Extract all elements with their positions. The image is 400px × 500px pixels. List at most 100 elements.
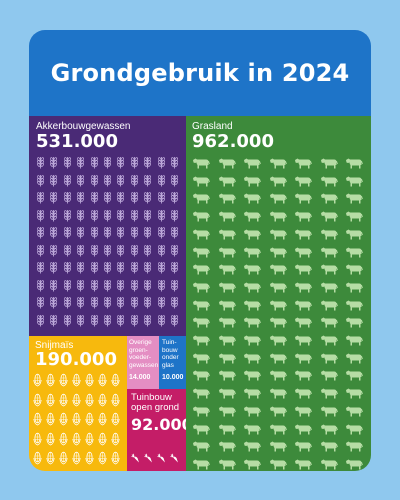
wheat-icon xyxy=(90,296,99,314)
carrot-icon xyxy=(131,451,141,469)
corn-icon xyxy=(33,373,42,392)
wheat-icon xyxy=(116,261,125,279)
cow-icon xyxy=(294,227,312,245)
cow-icon xyxy=(243,333,261,351)
wheat-icon xyxy=(90,209,99,227)
cow-icon xyxy=(320,386,338,404)
wheat-icon xyxy=(36,296,45,314)
cow-icon xyxy=(243,422,261,440)
wheat-icon xyxy=(103,244,112,262)
corn-icon xyxy=(85,451,94,470)
carrot-icon xyxy=(170,451,180,469)
cow-icon xyxy=(218,191,236,209)
wheat-icon xyxy=(76,296,85,314)
cow-icon xyxy=(243,439,261,457)
cow-icon xyxy=(269,386,287,404)
wheat-icon xyxy=(130,279,139,297)
cow-icon xyxy=(218,386,236,404)
cow-icon xyxy=(192,315,210,333)
wheat-icon xyxy=(143,209,152,227)
wheat-icon xyxy=(170,174,179,192)
wheat-icon xyxy=(63,261,72,279)
cow-icon xyxy=(243,351,261,369)
cow-icon xyxy=(294,315,312,333)
cow-icon xyxy=(243,262,261,280)
cow-icon xyxy=(243,209,261,227)
wheat-icon xyxy=(130,244,139,262)
cow-icon xyxy=(320,422,338,440)
cow-icon xyxy=(294,386,312,404)
carrot-icon xyxy=(144,451,154,469)
cow-icon xyxy=(243,191,261,209)
wheat-icon xyxy=(143,314,152,332)
cow-icon xyxy=(243,174,261,192)
cow-icon xyxy=(269,457,287,471)
cow-icon xyxy=(345,298,363,316)
wheat-icon xyxy=(103,209,112,227)
wheat-icon xyxy=(170,156,179,174)
wheat-icon xyxy=(143,191,152,209)
cow-icon xyxy=(294,457,312,471)
wheat-icon xyxy=(36,279,45,297)
cow-icon xyxy=(294,333,312,351)
wheat-icon xyxy=(116,191,125,209)
wheat-icon xyxy=(170,261,179,279)
wheat-icon xyxy=(49,314,58,332)
wheat-icon xyxy=(76,314,85,332)
corn-icon xyxy=(72,412,81,431)
wheat-icon xyxy=(49,226,58,244)
cow-icon xyxy=(345,209,363,227)
cow-icon xyxy=(345,439,363,457)
cow-icon xyxy=(192,227,210,245)
cow-icon xyxy=(192,333,210,351)
wheat-icon xyxy=(76,279,85,297)
wheat-icon xyxy=(130,174,139,192)
wheat-icon xyxy=(157,191,166,209)
chart-title: Grondgebruik in 2024 xyxy=(50,59,350,87)
segment-value: 14.000 xyxy=(129,374,151,381)
cow-icon xyxy=(269,262,287,280)
cow-icon xyxy=(320,174,338,192)
corn-icon xyxy=(85,393,94,412)
corn-icon xyxy=(111,432,120,451)
wheat-icon xyxy=(76,226,85,244)
corn-icon xyxy=(33,412,42,431)
wheat-icon xyxy=(90,226,99,244)
cow-icon xyxy=(243,368,261,386)
wheat-icon xyxy=(103,156,112,174)
wheat-icon xyxy=(130,156,139,174)
segment-label: Snijmaïs xyxy=(35,340,74,351)
wheat-icon xyxy=(130,314,139,332)
cow-icon xyxy=(218,457,236,471)
wheat-icon xyxy=(90,174,99,192)
cow-icon xyxy=(320,245,338,263)
wheat-icon xyxy=(116,209,125,227)
wheat-icon xyxy=(103,226,112,244)
segment-akkerbouwgewassen: Akkerbouwgewassen 531.000 xyxy=(29,116,186,336)
cow-icon xyxy=(294,439,312,457)
cow-icon xyxy=(192,209,210,227)
cow-icon xyxy=(192,457,210,471)
segment-label: Grasland xyxy=(192,121,233,132)
wheat-icon xyxy=(103,314,112,332)
cow-icon xyxy=(218,262,236,280)
wheat-icon xyxy=(49,296,58,314)
corn-icon xyxy=(59,432,68,451)
wheat-icon xyxy=(116,174,125,192)
segment-value: 92.000 xyxy=(131,415,186,434)
wheat-icon xyxy=(157,226,166,244)
cow-icon xyxy=(243,315,261,333)
cow-icon xyxy=(294,298,312,316)
wheat-icon xyxy=(116,156,125,174)
wheat-icon xyxy=(157,156,166,174)
wheat-icon xyxy=(63,191,72,209)
cow-icon xyxy=(294,156,312,174)
cow-icon xyxy=(192,245,210,263)
wheat-icon xyxy=(170,226,179,244)
wheat-icon xyxy=(116,279,125,297)
cow-icon xyxy=(320,298,338,316)
cow-icon xyxy=(269,422,287,440)
cow-icon xyxy=(192,191,210,209)
cow-icon xyxy=(345,368,363,386)
wheat-icon xyxy=(63,209,72,227)
